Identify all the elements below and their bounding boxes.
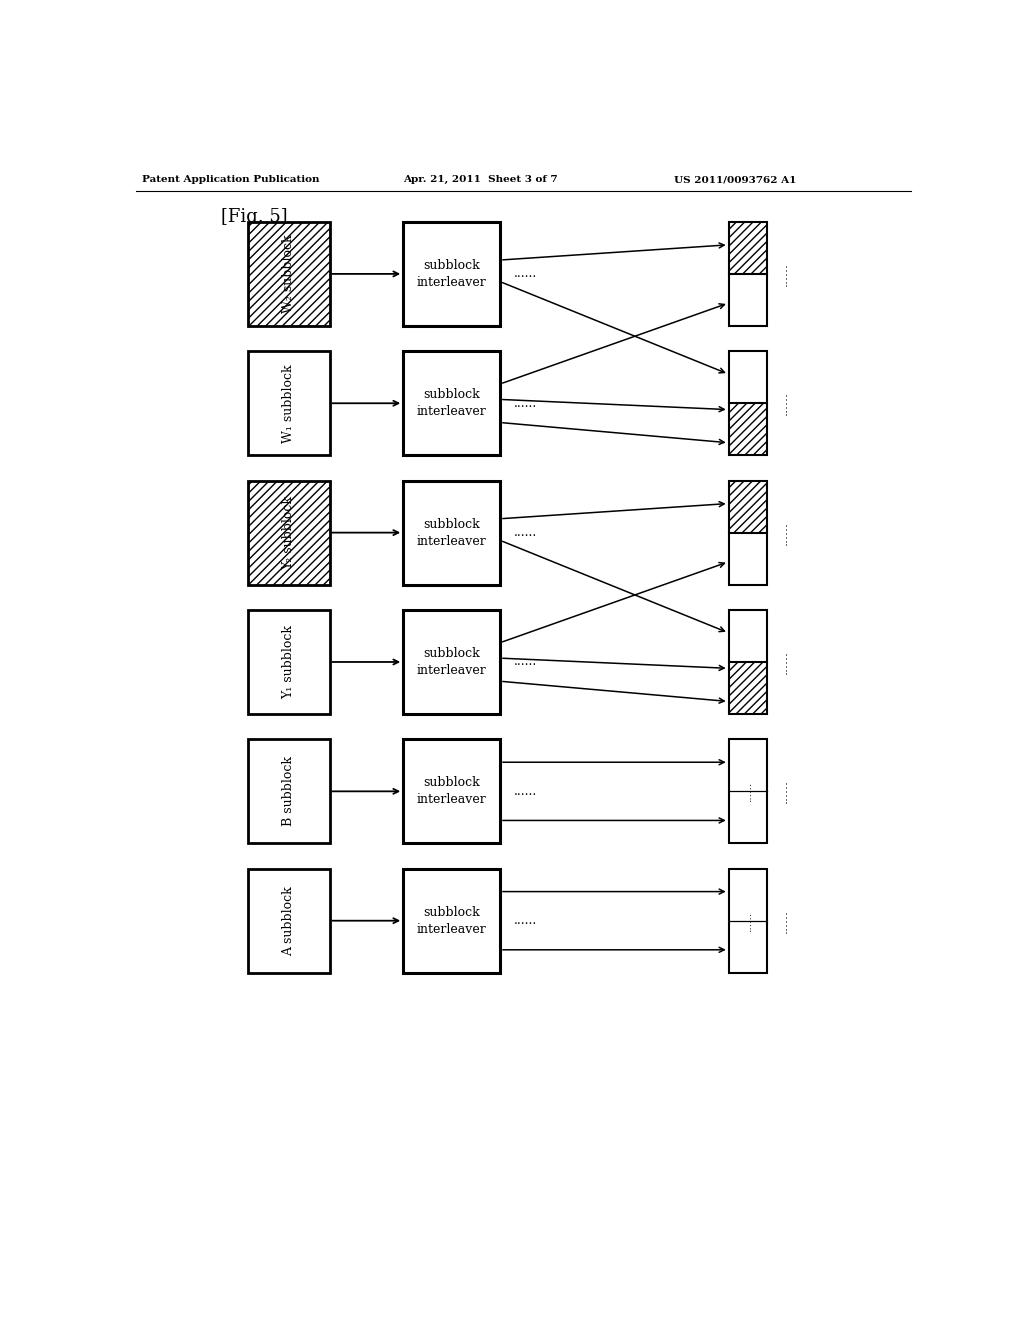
Text: subblock
interleaver: subblock interleaver bbox=[417, 388, 486, 418]
Bar bbox=[248, 480, 330, 585]
Text: subblock
interleaver: subblock interleaver bbox=[417, 776, 486, 807]
Text: ......: ...... bbox=[776, 649, 790, 675]
Text: ......: ...... bbox=[514, 915, 538, 927]
Bar bbox=[248, 222, 330, 326]
Text: Y₁ subblock: Y₁ subblock bbox=[283, 624, 295, 700]
Bar bbox=[403, 222, 500, 326]
Bar bbox=[403, 869, 500, 973]
Text: ......: ...... bbox=[514, 527, 538, 539]
Text: subblock
interleaver: subblock interleaver bbox=[417, 906, 486, 936]
Bar bbox=[729, 222, 767, 326]
Text: US 2011/0093762 A1: US 2011/0093762 A1 bbox=[675, 176, 797, 185]
Text: ......: ...... bbox=[776, 908, 790, 933]
Text: ......: ...... bbox=[514, 397, 538, 409]
Text: ......: ...... bbox=[776, 261, 790, 286]
Text: subblock
interleaver: subblock interleaver bbox=[417, 259, 486, 289]
Bar bbox=[403, 739, 500, 843]
Bar bbox=[729, 480, 767, 585]
Text: ......: ...... bbox=[514, 268, 538, 280]
Text: ......: ...... bbox=[514, 656, 538, 668]
Text: Y₂ subblock: Y₂ subblock bbox=[283, 495, 295, 570]
Bar bbox=[248, 869, 330, 973]
Text: ......: ...... bbox=[743, 781, 753, 801]
Text: B subblock: B subblock bbox=[283, 756, 295, 826]
Text: ......: ...... bbox=[776, 520, 790, 545]
Text: ......: ...... bbox=[776, 779, 790, 804]
Bar bbox=[248, 480, 330, 585]
Text: A subblock: A subblock bbox=[283, 886, 295, 956]
Bar bbox=[403, 610, 500, 714]
Bar bbox=[729, 404, 767, 455]
Text: Patent Application Publication: Patent Application Publication bbox=[142, 176, 319, 185]
Text: Apr. 21, 2011  Sheet 3 of 7: Apr. 21, 2011 Sheet 3 of 7 bbox=[403, 176, 558, 185]
Bar bbox=[248, 351, 330, 455]
Text: W₂ subblock: W₂ subblock bbox=[283, 235, 295, 313]
Text: W₁ subblock: W₁ subblock bbox=[283, 364, 295, 442]
Text: ......: ...... bbox=[743, 911, 753, 931]
Bar bbox=[403, 351, 500, 455]
Bar bbox=[729, 610, 767, 714]
Bar bbox=[403, 480, 500, 585]
Bar bbox=[729, 869, 767, 973]
Bar bbox=[729, 222, 767, 275]
Bar bbox=[729, 739, 767, 843]
Text: ......: ...... bbox=[776, 391, 790, 416]
Text: subblock
interleaver: subblock interleaver bbox=[417, 517, 486, 548]
Text: [Fig. 5]: [Fig. 5] bbox=[221, 209, 288, 227]
Text: subblock
interleaver: subblock interleaver bbox=[417, 647, 486, 677]
Text: ......: ...... bbox=[514, 785, 538, 797]
Bar bbox=[729, 351, 767, 455]
Bar bbox=[248, 610, 330, 714]
Bar bbox=[248, 739, 330, 843]
Bar bbox=[729, 480, 767, 533]
Bar bbox=[248, 222, 330, 326]
Bar bbox=[729, 663, 767, 714]
